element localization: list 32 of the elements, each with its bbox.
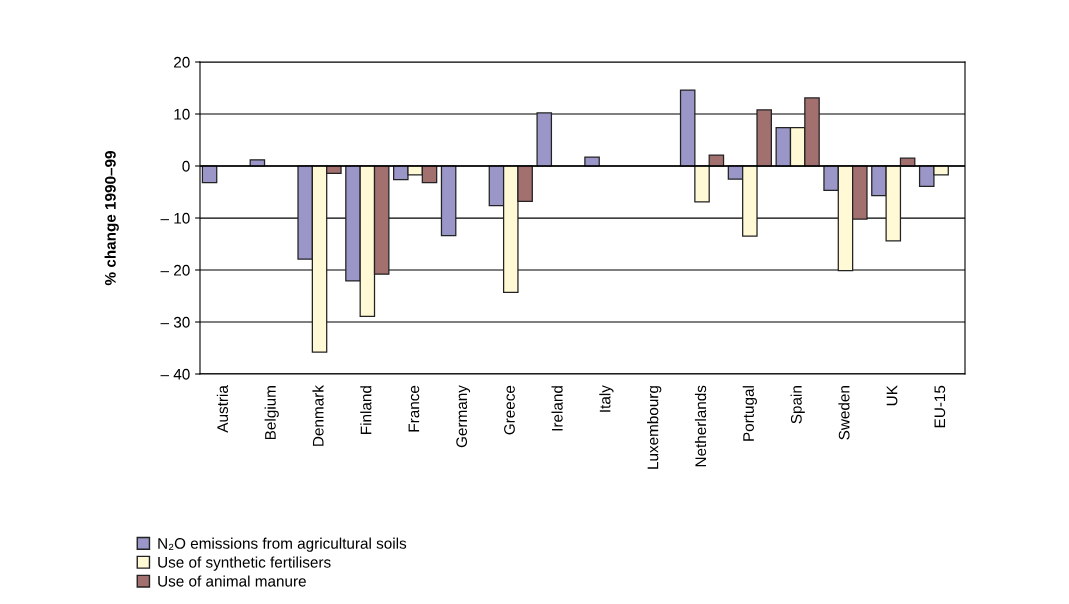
bar	[440, 165, 457, 237]
x-tick-label: Belgium	[264, 386, 279, 440]
y-tick-label: 10	[174, 108, 190, 120]
x-tick-label: Netherlands	[694, 385, 707, 467]
x-tick-label: Finland	[360, 386, 372, 434]
y-tick-label: 0	[182, 160, 190, 172]
x-tick-label: Italy	[599, 385, 614, 412]
bar	[679, 89, 696, 167]
x-tick-label: Ireland	[551, 386, 563, 431]
legend-label: Use of animal manure	[158, 575, 306, 587]
y-tick-label: – 30	[160, 316, 190, 328]
legend-label: N₂O emissions from agricultural soils	[158, 537, 407, 552]
x-tick-label: Greece	[504, 385, 515, 435]
x-tick-label: Sweden	[838, 386, 850, 440]
y-axis-title: % change 1990–99	[104, 151, 119, 286]
y-tick-label: – 20	[160, 264, 190, 276]
y-tick-label: – 40	[160, 368, 190, 380]
x-tick-label: France	[408, 385, 420, 432]
bar	[756, 109, 772, 167]
x-tick-label: Germany	[456, 385, 471, 448]
x-tick-label: UK	[886, 385, 898, 406]
x-tick-label: EU-15	[934, 385, 946, 428]
x-tick-label: Portugal	[742, 386, 757, 441]
x-tick-label: Austria	[216, 385, 229, 433]
bar	[694, 165, 710, 203]
y-tick-label: – 10	[160, 212, 190, 224]
x-tick-label: Denmark	[312, 385, 324, 446]
y-tick-label: 20	[174, 56, 190, 68]
bar	[536, 112, 553, 167]
legend-label: Use of synthetic fertilisers	[158, 556, 331, 571]
x-tick-label: Luxembourg	[647, 386, 662, 469]
x-tick-label: Spain	[790, 386, 805, 424]
